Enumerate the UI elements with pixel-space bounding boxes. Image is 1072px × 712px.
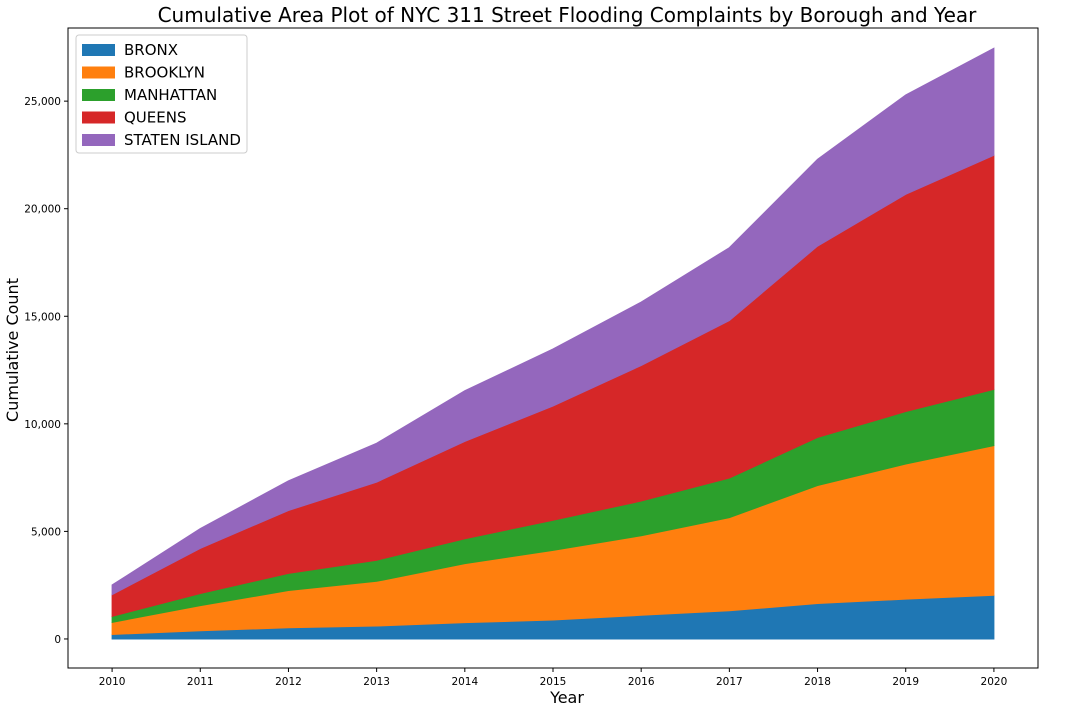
legend-swatch-queens <box>82 111 115 124</box>
legend-swatch-manhattan <box>82 89 115 101</box>
y-tick-label: 20,000 <box>24 204 61 216</box>
y-tick-label: 15,000 <box>24 311 61 323</box>
legend-label-manhattan: MANHATTAN <box>124 86 217 104</box>
legend-swatch-bronx <box>82 44 115 56</box>
x-tick-label: 2011 <box>187 676 214 688</box>
x-tick-label: 2020 <box>981 676 1008 688</box>
legend-box <box>75 34 248 154</box>
area-series-group <box>111 47 995 640</box>
y-tick-label: 10,000 <box>24 419 61 431</box>
y-axis: 0 5,000 10,000 15,000 20,000 25,000 <box>24 96 68 646</box>
legend-swatch-staten-island <box>82 134 115 146</box>
x-axis-label: Year <box>549 688 584 707</box>
legend-label-staten-island: STATEN ISLAND <box>124 131 241 149</box>
x-tick-label: 2010 <box>99 676 126 688</box>
legend-label-bronx: BRONX <box>124 41 178 59</box>
y-tick-label: 5,000 <box>31 526 61 538</box>
legend-swatch-brooklyn <box>82 66 115 79</box>
x-tick-label: 2019 <box>892 676 919 688</box>
x-tick-label: 2014 <box>451 676 478 688</box>
legend-label-queens: QUEENS <box>124 109 186 127</box>
x-tick-label: 2017 <box>716 676 743 688</box>
area-staten-island <box>111 47 995 596</box>
x-tick-label: 2016 <box>628 676 655 688</box>
legend-label-brooklyn: BROOKLYN <box>124 64 205 82</box>
legend: BRONX BROOKLYN MANHATTAN QUEENS STATEN ISLAN… <box>75 34 248 154</box>
y-axis-label: Cumulative Count <box>3 278 22 422</box>
x-tick-label: 2013 <box>363 676 390 688</box>
y-tick-label: 25,000 <box>24 96 61 108</box>
chart-title: Cumulative Area Plot of NYC 311 Street F… <box>158 3 978 27</box>
x-tick-label: 2012 <box>275 676 302 688</box>
x-tick-label: 2015 <box>540 676 567 688</box>
y-tick-label: 0 <box>54 634 61 646</box>
x-axis: 2010 2011 2012 2013 2014 2015 2016 2017 2018 2019… <box>99 668 1008 688</box>
x-tick-label: 2018 <box>804 676 831 688</box>
